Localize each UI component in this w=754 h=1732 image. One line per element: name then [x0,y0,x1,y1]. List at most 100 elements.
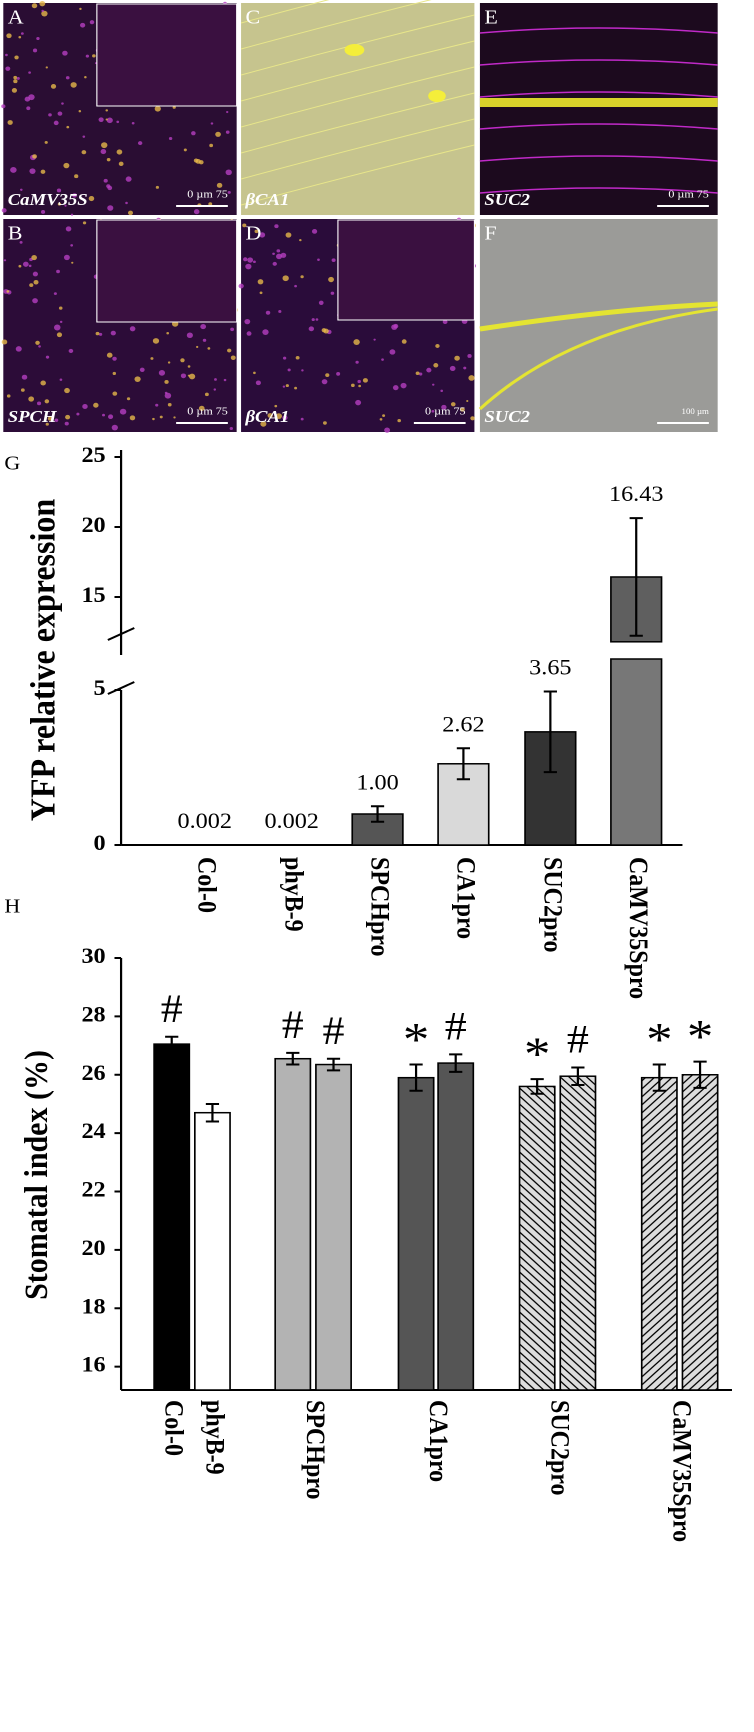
cell-dot [294,284,297,288]
cell-dot [20,32,24,35]
cell-dot [358,384,362,388]
cell-dot [53,120,59,126]
bar [610,658,663,846]
cell-dot [301,369,304,372]
cell-dot [62,50,68,56]
cell-dot [56,269,60,274]
cell-dot [450,402,456,407]
cell-wall [240,92,475,154]
cell-dot [105,118,108,121]
cell-dot [28,71,31,74]
cell-dot [85,54,90,58]
y-tick-label: 26 [81,1061,105,1086]
cell-dot [1,339,8,345]
scale-label: 0 µm 75 [187,405,228,417]
cell-dot [3,259,7,262]
cell-dot [125,176,132,182]
cell-dot [180,358,185,363]
cell-dot [353,339,360,346]
error-bar [693,1060,707,1089]
cell-dot [63,162,70,169]
cell-dot [106,184,111,189]
cell-dot [89,20,95,25]
cell-dot [154,105,161,112]
cell-dot [467,354,472,358]
cell-dot [449,365,456,372]
cell-dot [432,383,435,386]
cell-dot [400,382,407,389]
cell-dot [253,260,256,264]
cell-dot [20,388,25,392]
error-bar [286,1051,300,1066]
cell-dot [56,188,62,193]
cell-dot [64,421,69,426]
cell-dot [102,413,105,417]
cell-dot [98,117,104,123]
cell-dot [45,355,50,359]
cell-dot [15,346,22,352]
error-bar [205,1102,220,1123]
cell-dot [1,104,6,109]
cell-dot [32,271,39,277]
error-bar [165,1035,179,1053]
error-bar [629,517,643,637]
cell-dot [265,310,271,315]
y-tick-label: 28 [81,1002,105,1027]
cell-dot [300,417,304,421]
cell-dot [274,224,279,229]
cell-wall [240,40,475,102]
cell-dot [275,413,282,420]
cell-dot [274,404,278,408]
cell-dot [209,143,214,148]
cell-dot [84,76,87,79]
cell-dot [106,157,111,162]
cell-dot [317,258,320,261]
y-tick-label: 20 [81,1236,105,1261]
x-tick-label: CA1pro [424,1400,452,1482]
cell-dot [82,404,88,409]
cell-dot [131,121,135,125]
cell-dot [172,105,176,109]
panel-label: SPCH [8,407,58,426]
cell-dot [294,386,298,390]
cell-dot [401,339,407,344]
cell-dot [315,318,319,321]
cell-dot [466,400,469,403]
cell-dot [78,110,82,113]
cell-wall [240,66,475,128]
cell-dot [183,148,187,152]
cell-dot [282,385,286,388]
scale-label: 100 µm [682,407,710,416]
cell-dot [71,261,74,264]
cell-dot [351,383,355,388]
inset [96,219,238,323]
cell-dot [276,253,283,260]
cell-dot [242,223,247,228]
cell-dot [33,279,39,285]
scale-label: 0 µm 75 [187,188,228,200]
cell-dot [112,391,118,396]
cell-dot [164,379,169,384]
cell-dot [173,416,176,419]
cell-dot [468,375,475,381]
y-tick-label: 15 [81,583,105,608]
value-label: 16.43 [609,482,663,507]
significance-mark: # [161,988,183,1032]
cell-dot [200,323,207,330]
cell-dot [61,102,64,105]
cell-dot [355,399,362,406]
cell-dot [44,399,50,404]
vein [479,59,718,66]
cell-dot [208,202,213,206]
cell-dot [318,300,324,305]
vein [479,301,718,332]
cell-dot [168,136,173,141]
cell-dot [79,7,82,10]
cell-dot [44,140,48,144]
cell-dot [323,421,327,425]
cell-dot [32,154,37,159]
cell-dot [39,0,46,7]
cell-dot [40,169,46,174]
cell-dot [101,142,108,149]
cell-dot [112,371,117,375]
